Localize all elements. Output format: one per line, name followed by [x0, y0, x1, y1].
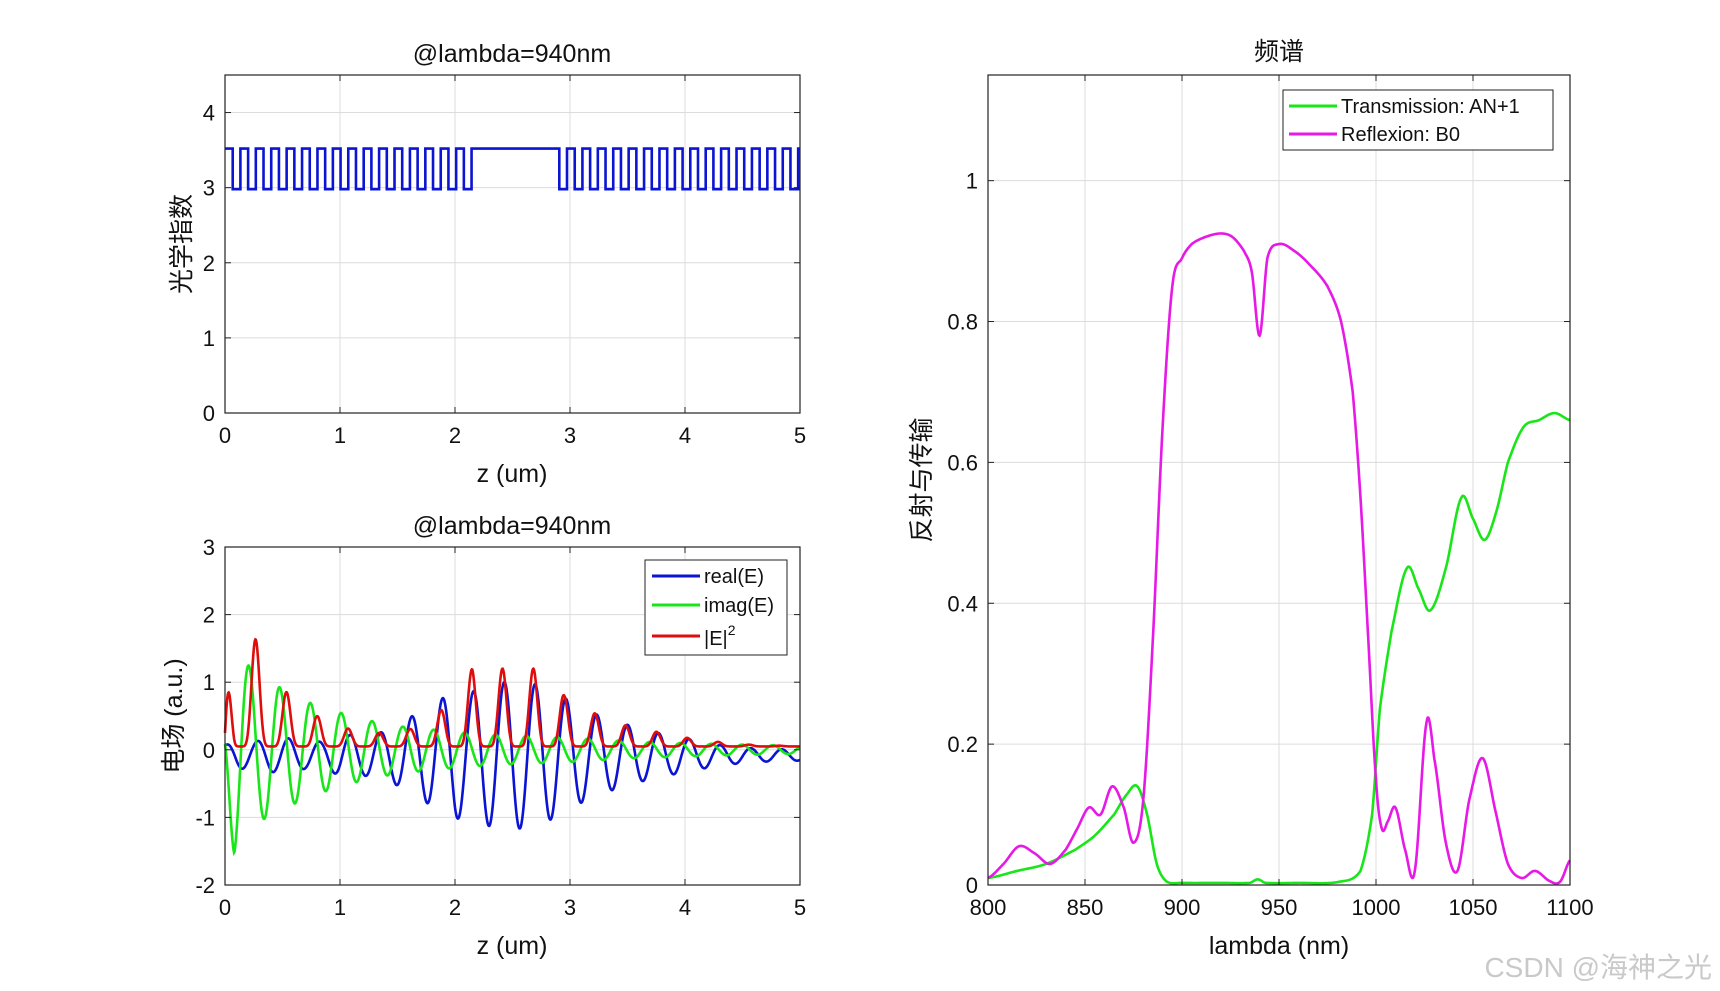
- index-ytick-label: 1: [203, 326, 215, 351]
- spectrum-ytick-label: 1: [966, 169, 978, 194]
- field-ylabel: 电场 (a.u.): [160, 658, 188, 773]
- field-series-imag: [223, 663, 801, 857]
- field-ytick-label: 2: [203, 603, 215, 628]
- legend-label-transmission: Transmission: AN+1: [1341, 96, 1520, 118]
- field-ytick-label: 0: [203, 738, 215, 763]
- index-xtick-label: 2: [449, 423, 461, 448]
- index-ytick-label: 3: [203, 176, 215, 201]
- index-ylabel: 光学指数: [168, 194, 196, 294]
- spectrum-ytick-label: 0.4: [947, 591, 978, 616]
- spectrum-xtick-label: 950: [1261, 895, 1298, 920]
- index-ytick-label: 0: [203, 401, 215, 426]
- field-ytick-label: -1: [195, 805, 215, 830]
- spectrum-ylabel: 反射与传输: [908, 417, 936, 542]
- spectrum-xtick-label: 900: [1164, 895, 1201, 920]
- spectrum-legend: Transmission: AN+1 Reflexion: B0: [1282, 89, 1554, 151]
- spectrum-legend-box: [1282, 89, 1554, 151]
- field-ticks: 0 1 2 3 4 5 -2 -1 0 1 2 3: [195, 535, 806, 920]
- spectrum-grid: [987, 75, 1571, 886]
- spectrum-series-reflexion: [987, 232, 1572, 885]
- index-ytick-label: 2: [203, 251, 215, 276]
- legend-label-abs2-sup: 2: [728, 622, 736, 638]
- index-xtick-label: 3: [564, 423, 576, 448]
- spectrum-axes: 800 850 900 950 1000 1050 1100 0 0.2 0.4 0.6 0.8 1 频…: [908, 38, 1594, 960]
- index-title: @lambda=940nm: [413, 40, 611, 68]
- field-xlabel: z (um): [477, 932, 548, 960]
- field-frame: [224, 546, 801, 886]
- field-xtick-label: 5: [794, 895, 806, 920]
- index-xtick-label: 1: [334, 423, 346, 448]
- legend-label-abs2: |E|2: [704, 622, 736, 650]
- legend-label-real: real(E): [704, 566, 764, 588]
- index-xlabel: z (um): [477, 460, 548, 488]
- index-xtick-label: 0: [219, 423, 231, 448]
- field-ytick-label: -2: [195, 873, 215, 898]
- spectrum-ytick-label: 0.2: [947, 732, 978, 757]
- index-ytick-label: 4: [203, 101, 215, 126]
- index-xtick-label: 5: [794, 423, 806, 448]
- index-ticks: 0 1 2 3 4 5 0 1 2 3 4: [203, 75, 806, 448]
- field-xtick-label: 1: [334, 895, 346, 920]
- field-xtick-label: 2: [449, 895, 461, 920]
- field-lines: [223, 637, 801, 857]
- spectrum-ticks: 800 850 900 950 1000 1050 1100 0 0.2 0.4 0.6 0.8 1: [947, 75, 1594, 920]
- legend-label-abs2-base: |E|: [704, 628, 728, 650]
- spectrum-title: 频谱: [1254, 38, 1304, 66]
- index-lines: [225, 147, 800, 191]
- field-legend: real(E) imag(E) |E|2: [644, 559, 788, 656]
- spectrum-xtick-label: 1050: [1449, 895, 1498, 920]
- field-ytick-label: 3: [203, 535, 215, 560]
- spectrum-xtick-label: 1000: [1352, 895, 1401, 920]
- legend-label-imag: imag(E): [704, 595, 774, 617]
- index-frame: [224, 74, 801, 414]
- index-axes: 0 1 2 3 4 5 0 1 2 3 4 @lambda=940nm z (um) 光学指数: [168, 40, 806, 488]
- field-ytick-label: 1: [203, 670, 215, 695]
- field-title: @lambda=940nm: [413, 512, 611, 540]
- legend-label-reflexion: Reflexion: B0: [1341, 124, 1460, 146]
- index-plot-area: [225, 75, 800, 413]
- spectrum-ytick-label: 0: [966, 873, 978, 898]
- index-xtick-label: 4: [679, 423, 691, 448]
- index-series-line: [225, 147, 800, 191]
- spectrum-xtick-label: 850: [1067, 895, 1104, 920]
- spectrum-xtick-label: 1100: [1546, 895, 1593, 920]
- spectrum-xtick-label: 800: [970, 895, 1007, 920]
- spectrum-ytick-label: 0.8: [947, 310, 978, 335]
- field-series-abs2: [223, 637, 800, 748]
- spectrum-xlabel: lambda (nm): [1209, 932, 1349, 960]
- field-xtick-label: 0: [219, 895, 231, 920]
- field-axes: 0 1 2 3 4 5 -2 -1 0 1 2 3 @lambda=940nm z (um) 电场 (…: [160, 512, 806, 960]
- spectrum-ytick-label: 0.6: [947, 450, 978, 475]
- field-xtick-label: 4: [679, 895, 691, 920]
- field-xtick-label: 3: [564, 895, 576, 920]
- watermark: CSDN @海神之光: [1484, 952, 1712, 983]
